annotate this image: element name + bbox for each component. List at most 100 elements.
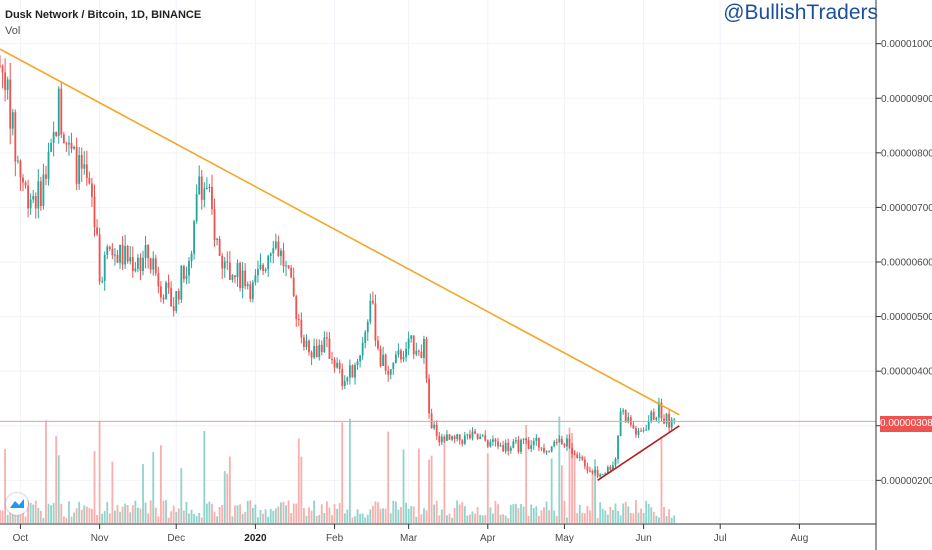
volume-bar: [527, 515, 530, 523]
candle-body: [37, 181, 40, 209]
candle-body: [435, 424, 438, 436]
candle-body: [619, 411, 622, 436]
candle-body: [203, 188, 206, 200]
volume-bar: [251, 507, 254, 523]
candle-body: [614, 459, 617, 466]
volume-bar: [476, 507, 479, 523]
candle-body: [47, 151, 50, 179]
volume-bar: [629, 513, 632, 523]
volume-bar: [522, 506, 525, 523]
volume-bar: [198, 512, 201, 523]
candle-body: [331, 358, 333, 360]
volume-bar: [397, 509, 400, 523]
candle-body: [228, 262, 231, 280]
volume-bar: [39, 510, 42, 523]
volume-bar: [525, 424, 528, 523]
volume-bar: [257, 517, 259, 523]
volume-bar: [663, 507, 665, 523]
candle-body: [323, 337, 326, 353]
candle-body: [463, 435, 466, 444]
volume-bar: [354, 516, 356, 523]
volume-bar: [29, 502, 32, 523]
candle-body: [0, 65, 1, 67]
y-tick-label: 0.00000400: [881, 367, 932, 378]
volume-bar: [149, 500, 152, 523]
volume-bar: [494, 500, 497, 523]
x-tick-label: Jul: [714, 533, 727, 544]
volume-bar: [60, 503, 63, 523]
time-axis[interactable]: Oct Nov Dec 2020 Feb Mar Apr May Jun Jul Aug: [13, 524, 809, 544]
volume-bar: [537, 516, 540, 523]
candle-body: [144, 245, 147, 258]
volume-bar: [200, 517, 203, 523]
volume-bar: [338, 502, 341, 523]
candle-body: [264, 269, 267, 271]
candle-body: [351, 365, 354, 378]
candle-body: [387, 370, 390, 375]
volume-bar: [637, 512, 640, 523]
volume-bar: [566, 517, 568, 523]
volume-bar: [305, 515, 308, 523]
candle-body: [568, 438, 571, 448]
tradingview-logo-icon[interactable]: [6, 493, 28, 515]
volume-bar: [142, 464, 144, 523]
y-tick-label: 0.00000800: [881, 148, 932, 159]
candle-body: [466, 434, 469, 436]
candle-body: [507, 442, 510, 451]
candle-body: [119, 244, 121, 263]
volume-bar: [310, 510, 313, 523]
candle-body: [479, 436, 482, 439]
volume-bar: [555, 515, 558, 523]
volume-bar: [642, 512, 645, 523]
volume-bar: [152, 452, 155, 523]
volume-bar: [632, 513, 635, 523]
volume-bar: [507, 517, 510, 523]
volume-bar: [606, 514, 609, 523]
volume-bar: [453, 507, 456, 523]
candle-body: [313, 345, 316, 358]
volume-bar: [425, 510, 428, 523]
volume-bar: [239, 504, 241, 523]
candle-body: [341, 369, 344, 386]
candle-body: [543, 447, 545, 453]
candle-body: [333, 359, 336, 368]
candle-body: [417, 350, 420, 352]
volume-bar: [456, 500, 459, 523]
candle-body: [98, 234, 101, 282]
volume-bar: [154, 507, 157, 523]
candle-body: [45, 174, 47, 179]
volume-bar: [356, 509, 359, 523]
candle-body: [239, 262, 241, 289]
volume-bar: [423, 508, 425, 523]
volume-bar: [622, 503, 625, 523]
candle-body: [489, 441, 492, 447]
candle-body: [162, 297, 165, 300]
volume-bar: [134, 500, 137, 523]
volume-bar: [474, 513, 476, 523]
candle-body: [650, 411, 653, 422]
volume-bar: [461, 502, 464, 523]
candle-body: [514, 440, 517, 442]
candle-body: [134, 268, 137, 271]
volume-bar: [420, 514, 423, 523]
volume-bar: [451, 517, 453, 523]
candle-body: [392, 362, 395, 370]
candle-body: [57, 88, 60, 136]
volume-bar: [341, 422, 344, 523]
candle-body: [364, 332, 367, 343]
volume-bar: [6, 514, 9, 523]
candle-body: [451, 436, 453, 440]
candle-body: [573, 453, 576, 455]
volume-bar: [34, 500, 37, 523]
candle-body: [200, 176, 203, 200]
volume-bar: [119, 511, 121, 523]
candle-body: [190, 253, 193, 262]
candle-body: [499, 445, 502, 447]
volume-bar: [27, 500, 30, 523]
candle-body: [502, 445, 505, 452]
volume-bar: [272, 510, 275, 523]
candle-body: [571, 447, 574, 454]
candle-body: [446, 434, 448, 441]
volume-bar: [88, 508, 91, 523]
